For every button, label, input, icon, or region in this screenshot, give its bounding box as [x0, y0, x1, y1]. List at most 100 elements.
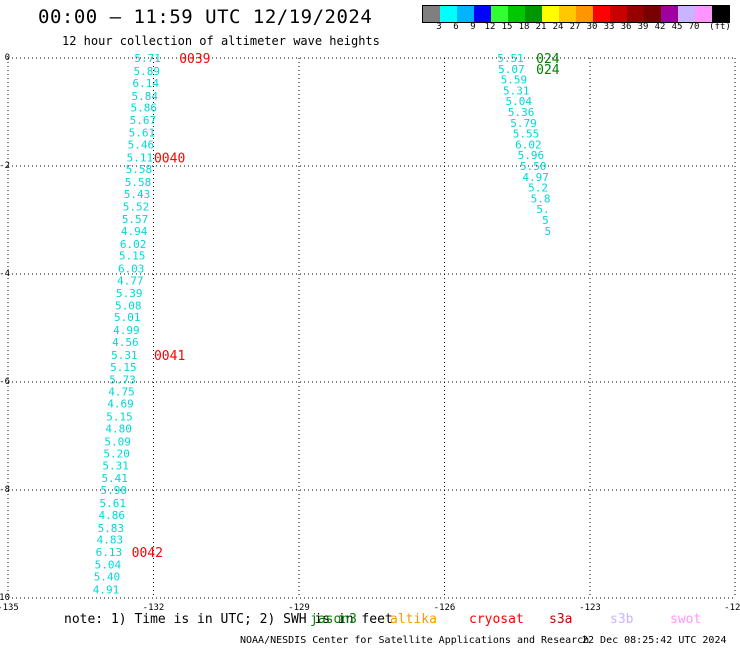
y-tick-label: 0 [5, 53, 10, 63]
swh-value-label: 5.15 [106, 411, 133, 424]
chart-title: 00:00 — 11:59 UTC 12/19/2024 [38, 6, 373, 28]
satellite-legend-item: cryosat [469, 612, 524, 627]
y-tick-label: -10 [0, 593, 10, 603]
swh-value-label: 5.55 [513, 128, 540, 141]
swh-value-label: 5.67 [130, 114, 157, 127]
swh-value-label: 6.02 [515, 138, 542, 151]
swh-value-label: 5.15 [119, 250, 146, 263]
color-scale-label: 21 [535, 22, 547, 32]
swh-value-label: 5.90 [100, 484, 127, 497]
swh-value-label: 5.8 [531, 192, 551, 205]
color-swatch [610, 6, 627, 22]
swh-value-label: 5.41 [101, 472, 128, 485]
swh-value-label: 5.51 [497, 52, 524, 65]
swh-value-label: 4.99 [113, 324, 140, 337]
swh-value-label: 5.07 [498, 63, 525, 76]
satellite-track: 5.715.896.145.845.865.675.615.465.115.58… [93, 52, 211, 596]
x-tick-label: -129 [288, 603, 310, 610]
swh-value-label: 5.61 [100, 497, 127, 510]
color-scale-label: 30 [586, 22, 598, 32]
pass-time-label: 024 [536, 52, 560, 67]
swh-value-label: 5.86 [131, 102, 158, 115]
satellite-legend-item: altika [390, 612, 437, 627]
swh-value-label: 6.13 [96, 546, 123, 559]
swh-value-label: 5.89 [133, 65, 160, 78]
color-scale-label: 27 [569, 22, 581, 32]
swh-value-label: 5 [544, 225, 551, 238]
swh-value-label: 5.58 [126, 163, 153, 176]
swh-value-label: 5.43 [124, 188, 151, 201]
swh-value-label: 4.94 [121, 225, 148, 238]
swh-value-label: 5.20 [103, 447, 130, 460]
color-scale-label: 39 [637, 22, 649, 32]
swh-value-label: 5.08 [115, 299, 142, 312]
color-scale-label: 42 [654, 22, 666, 32]
color-scale-bar [422, 5, 730, 23]
swh-value-label: 5.50 [520, 160, 547, 173]
swh-value-label: 5.09 [104, 435, 131, 448]
swh-value-label: 5.36 [508, 106, 535, 119]
pass-time-label: 0041 [154, 349, 185, 364]
swh-value-label: 5.61 [129, 127, 156, 140]
swh-value-label: 5. [536, 203, 549, 216]
color-swatch [644, 6, 661, 22]
color-scale-label: 15 [501, 22, 513, 32]
swh-value-label: 5.40 [94, 570, 121, 583]
swh-value-label: 5 [542, 214, 549, 227]
satellite-legend-item: jason3 [310, 612, 357, 627]
swh-value-label: 5.15 [110, 361, 137, 374]
color-scale-label: 70 [688, 22, 700, 32]
chart-subtitle: 12 hour collection of altimeter wave hei… [62, 34, 380, 48]
swh-value-label: 4.83 [97, 534, 124, 547]
color-scale-label: 9 [470, 22, 476, 32]
satellite-track: 5.515.075.595.315.045.365.795.556.025.96… [497, 52, 560, 238]
color-scale-label: 6 [453, 22, 459, 32]
satellite-legend-item: s3b [610, 612, 634, 627]
swh-value-label: 5.84 [132, 90, 159, 103]
altimeter-tracks: 5.715.896.145.845.865.675.615.465.115.58… [93, 52, 560, 596]
swh-value-label: 5.39 [116, 287, 143, 300]
swh-value-label: 4.97 [522, 171, 549, 184]
swh-value-label: 4.75 [108, 386, 135, 399]
color-swatch [525, 6, 542, 22]
color-swatch [440, 6, 457, 22]
pass-time-label: 0042 [132, 546, 163, 561]
x-tick-label: -132 [143, 603, 165, 610]
x-tick-label: -126 [434, 603, 456, 610]
swh-value-label: 4.91 [93, 583, 120, 596]
pass-time-label: 024 [536, 63, 560, 78]
color-scale-label: 36 [620, 22, 632, 32]
swh-value-label: 5.73 [109, 373, 136, 386]
footer-timestamp: 22 Dec 08:25:42 UTC 2024 [582, 635, 727, 646]
y-tick-label: -4 [0, 269, 10, 279]
swh-value-label: 5.52 [123, 201, 150, 214]
swh-value-label: 5.31 [503, 84, 530, 97]
color-swatch [593, 6, 610, 22]
color-swatch [559, 6, 576, 22]
color-swatch [576, 6, 593, 22]
footer-credit: NOAA/NESDIS Center for Satellite Applica… [240, 635, 590, 646]
swh-value-label: 6.14 [132, 77, 159, 90]
color-swatch [542, 6, 559, 22]
swh-value-label: 5.46 [128, 138, 155, 151]
x-tick-label: -123 [579, 603, 601, 610]
color-scale-label: 33 [603, 22, 615, 32]
color-swatch [712, 6, 729, 22]
y-tick-label: -6 [0, 377, 10, 387]
swh-value-label: 4.80 [105, 422, 132, 435]
color-scale-labels: 3 6 9 12 15 18 21 24 27 30 33 36 39 42 45 70 (ft) [422, 22, 740, 34]
swh-value-label: 4.56 [112, 336, 139, 349]
y-tick-label: -2 [0, 161, 10, 171]
color-scale-label: 12 [484, 22, 496, 32]
axis-labels: 0 -2 -4 -6 -8 -10-135 -132 -129 -126 -123 -124 [0, 53, 740, 610]
satellite-legend-item: s3a [549, 612, 573, 627]
footer-note: note: 1) Time is in UTC; 2) SWH is in fe… [64, 612, 393, 627]
swh-value-label: 5.71 [134, 52, 161, 65]
color-swatch [423, 6, 440, 22]
color-swatch [678, 6, 695, 22]
swh-value-label: 5.04 [505, 95, 532, 108]
color-scale-unit: (ft) [709, 22, 731, 32]
swh-value-label: 5.04 [95, 559, 122, 572]
wave-height-chart: 0 -2 -4 -6 -8 -10-135 -132 -129 -126 -123 -124 5.7… [0, 52, 740, 610]
color-swatch [508, 6, 525, 22]
